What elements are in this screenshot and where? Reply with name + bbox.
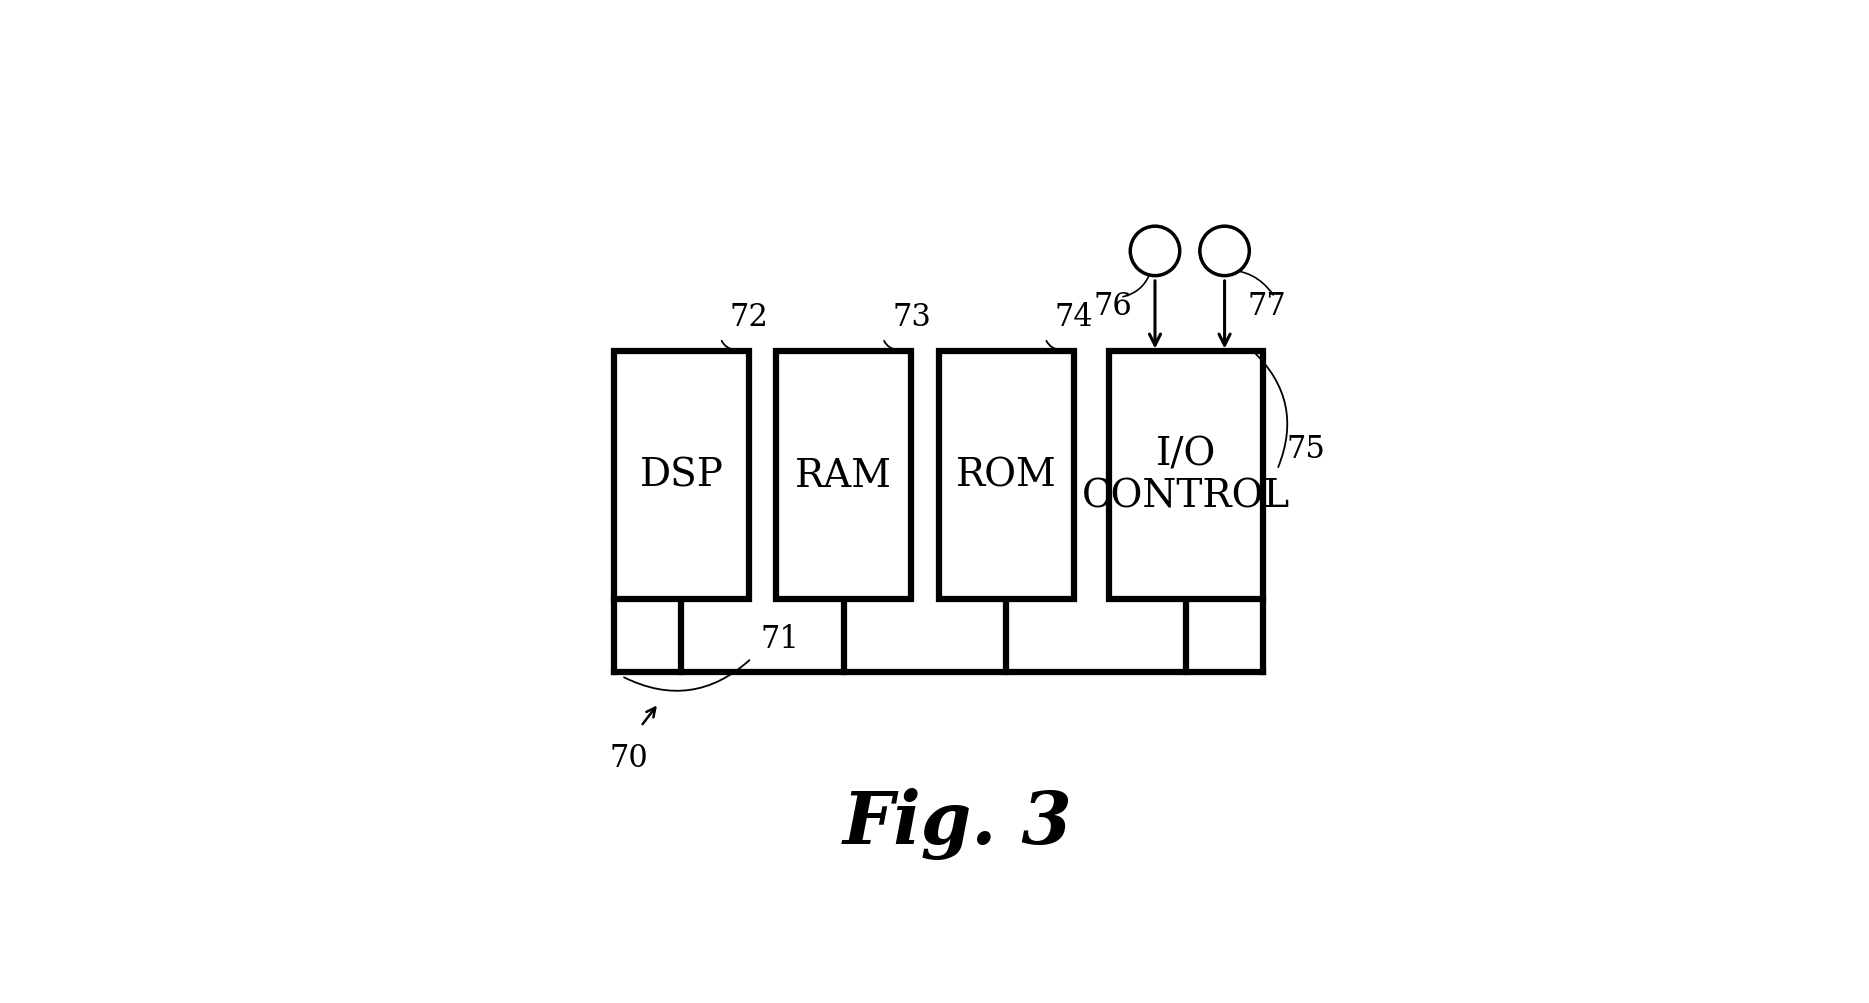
Text: 73: 73 [892,302,931,333]
Bar [938,352,1075,599]
Text: RAM: RAM [796,457,892,494]
Text: DSP: DSP [639,457,723,494]
Text: ROM: ROM [955,457,1056,494]
Ellipse shape [1131,227,1179,277]
Text: 72: 72 [729,302,768,333]
Text: 74: 74 [1054,302,1093,333]
Text: 71: 71 [761,624,800,655]
Text: Fig. 3: Fig. 3 [843,787,1073,860]
Bar [613,352,749,599]
Bar [1108,352,1263,599]
Text: 76: 76 [1093,290,1133,321]
Bar [776,352,912,599]
Ellipse shape [1200,227,1248,277]
Text: I/O
CONTROL: I/O CONTROL [1082,435,1290,516]
Text: 77: 77 [1248,290,1286,321]
Text: 75: 75 [1286,433,1325,464]
Text: 70: 70 [609,742,649,773]
